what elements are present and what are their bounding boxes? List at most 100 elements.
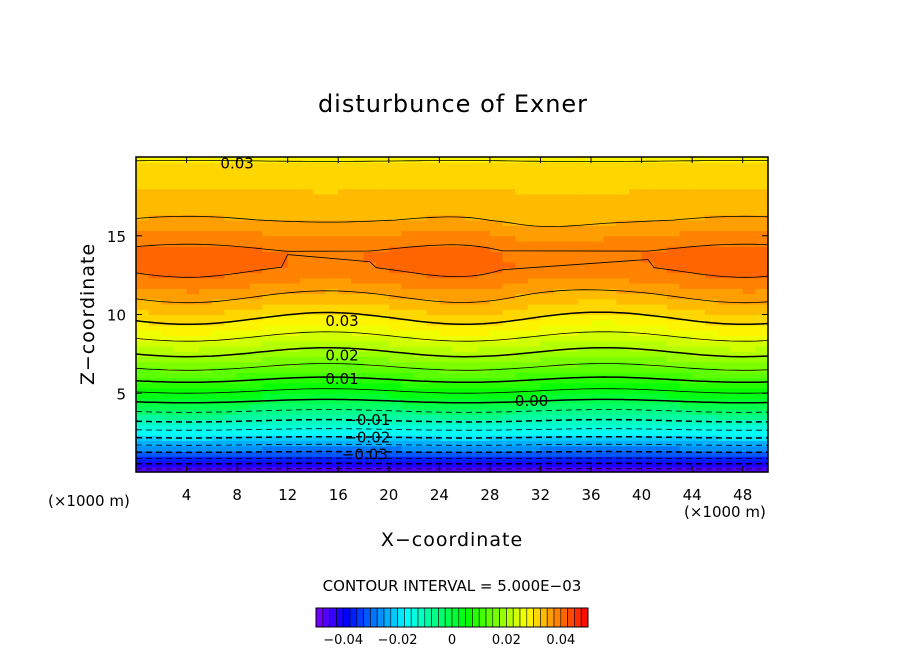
field-cell (515, 466, 529, 473)
field-cell (616, 435, 630, 442)
field-cell (527, 167, 542, 174)
field-cell (591, 340, 605, 347)
field-cell (540, 267, 554, 274)
field-cell (755, 230, 769, 237)
field-cell (452, 309, 466, 316)
field-cell (527, 346, 542, 352)
field-cell (338, 351, 352, 358)
field-cell (249, 440, 263, 447)
field-cell (464, 304, 478, 310)
field-cell (300, 225, 314, 232)
field-cell (730, 309, 744, 316)
field-cell (502, 445, 516, 452)
field-cell (211, 157, 226, 163)
contour-label: 0.03 (220, 154, 253, 172)
field-cell (654, 167, 668, 174)
field-cell (350, 398, 365, 405)
field-cell (742, 451, 756, 457)
field-cell (401, 178, 415, 184)
field-cell (603, 251, 617, 258)
field-cell (603, 314, 617, 321)
field-cell (565, 466, 579, 473)
field-cell (312, 409, 327, 415)
colorbar: −0.04 −0.02 0 0.02 0.04 (315, 607, 589, 648)
field-cell (211, 466, 226, 473)
field-cell (553, 377, 567, 384)
field-cell (540, 393, 554, 400)
field-cell (312, 440, 327, 447)
field-cell (199, 193, 213, 200)
field-cell (679, 262, 693, 268)
field-cell (186, 319, 200, 326)
field-cell (312, 377, 327, 384)
field-cell (414, 277, 428, 284)
field-cell (515, 367, 529, 373)
field-cell (489, 403, 504, 410)
field-cell (553, 262, 567, 268)
field-cell (578, 172, 592, 179)
field-cell (376, 172, 390, 179)
field-cell (578, 335, 592, 342)
contour-line (135, 428, 769, 431)
field-cell (603, 398, 617, 405)
field-cell (237, 304, 251, 310)
field-cell (211, 430, 226, 436)
field-cell (350, 262, 365, 268)
field-cell (148, 178, 162, 184)
field-cell (426, 377, 440, 384)
field-cell (426, 361, 440, 368)
field-cell (249, 157, 263, 163)
field-cell (275, 178, 289, 184)
field-cell (452, 188, 466, 195)
field-cell (515, 298, 529, 305)
field-cell (591, 251, 605, 258)
field-cell (186, 288, 200, 295)
field-cell (173, 330, 188, 337)
field-cell (489, 361, 504, 368)
field-cell (186, 298, 200, 305)
field-cell (426, 414, 440, 421)
field-cell (755, 351, 769, 358)
x-tick-label: 12 (278, 486, 297, 504)
field-cell (464, 193, 478, 200)
field-cell (603, 451, 617, 457)
colorbar-cell (472, 607, 480, 628)
field-cell (654, 172, 668, 179)
field-cell (388, 409, 403, 415)
field-cell (173, 283, 188, 289)
field-cell (540, 262, 554, 268)
field-cell (186, 230, 200, 237)
field-cell (312, 372, 327, 379)
field-cell (704, 172, 719, 179)
field-cell (148, 235, 162, 242)
field-cell (527, 435, 542, 442)
field-cell (515, 214, 529, 221)
field-cell (388, 466, 403, 473)
field-cell (616, 314, 630, 321)
field-cell (224, 456, 238, 463)
field-cell (527, 445, 542, 452)
field-cell (275, 157, 289, 163)
field-cell (262, 235, 276, 242)
field-cell (477, 178, 491, 184)
field-cell (730, 445, 744, 452)
field-cell (679, 393, 693, 400)
field-cell (591, 372, 605, 379)
field-cell (224, 424, 238, 431)
field-cell (477, 199, 491, 205)
field-cell (350, 403, 365, 410)
field-cell (730, 283, 744, 289)
field-cell (173, 183, 188, 190)
field-cell (489, 277, 504, 284)
field-cell (489, 251, 504, 258)
field-cell (300, 445, 314, 452)
field-cell (742, 309, 756, 316)
field-cell (641, 367, 655, 373)
field-cell (148, 298, 162, 305)
field-cell (641, 456, 655, 463)
field-cell (401, 372, 415, 379)
field-cell (338, 430, 352, 436)
field-cell (161, 335, 175, 342)
field-cell (603, 272, 617, 279)
field-cell (199, 162, 213, 169)
